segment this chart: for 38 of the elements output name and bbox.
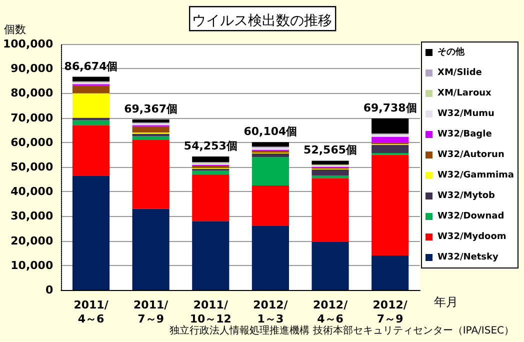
chart-title: ウイルス検出数の推移 bbox=[192, 13, 332, 29]
y-tick-label: 100,000 bbox=[2, 38, 54, 50]
text: 独立行政法人情報処理推進機構 技術本部セキュリティセンター（IPA/ISEC） bbox=[170, 324, 514, 336]
x-tick-label: 2012/1～3 bbox=[253, 298, 289, 326]
legend-label: W32/Netsky bbox=[438, 252, 499, 262]
legend-label: その他 bbox=[438, 46, 466, 58]
y-tick-label: 30,000 bbox=[10, 210, 54, 223]
y-tick-label: 50,000 bbox=[10, 160, 54, 174]
legend-label: XM/Slide bbox=[438, 68, 482, 78]
y-tick-label: 80,000 bbox=[10, 86, 54, 100]
y-tick-label: 20,000 bbox=[10, 234, 54, 248]
legend-label: W32/Gammima bbox=[438, 170, 514, 180]
x-tick-label: 2011/10～12 bbox=[190, 298, 232, 326]
x-tick-label: 2012/4～6 bbox=[312, 298, 349, 326]
y-tick-label: 10,000 bbox=[10, 258, 54, 272]
legend-label: W32/Mydoom bbox=[438, 232, 506, 242]
y-tick-label: 40,000 bbox=[10, 185, 54, 198]
legend-label: W32/Downad bbox=[438, 212, 504, 222]
x-tick-label: 2012/7～9 bbox=[372, 298, 408, 326]
legend-label: W32/Bagle bbox=[438, 130, 492, 140]
y-axis-title: 個数 bbox=[4, 23, 26, 36]
total-label: 54,253個 bbox=[184, 140, 238, 153]
x-tick-label: 2011/4～6 bbox=[74, 298, 110, 326]
x-axis-title: 年月 bbox=[434, 295, 458, 309]
total-label: 69,738個 bbox=[363, 101, 417, 114]
total-label: 52,565個 bbox=[304, 144, 357, 157]
total-label: 60,104個 bbox=[244, 125, 298, 138]
legend-label: W32/Autorun bbox=[438, 150, 504, 160]
x-tick-label: 2011/7～9 bbox=[134, 298, 170, 326]
y-tick-label: 0 bbox=[45, 284, 54, 296]
legend-label: XM/Laroux bbox=[438, 88, 492, 98]
total-label: 86,674個 bbox=[64, 60, 118, 73]
y-tick-label: 70,000 bbox=[10, 111, 54, 124]
legend-label: W32/Mytob bbox=[438, 191, 496, 201]
total-label: 69,367個 bbox=[124, 102, 178, 116]
legend-label: W32/Mumu bbox=[438, 109, 494, 119]
y-tick-label: 60,000 bbox=[10, 136, 54, 149]
y-tick-label: 90,000 bbox=[10, 62, 54, 76]
